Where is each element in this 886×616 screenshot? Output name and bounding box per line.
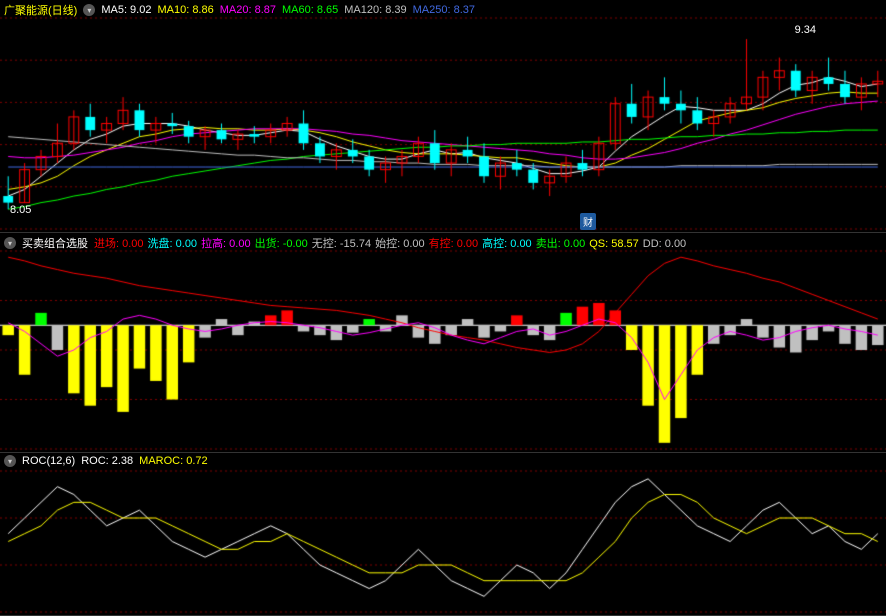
collapse-icon[interactable]: ▾ <box>83 4 95 16</box>
mid-indicator-panel[interactable]: ▾ 买卖组合选股 进场: 0.00 洗盘: 0.00拉高: 0.00 出货: -0.… <box>0 233 886 453</box>
indicator-label: DD: 0.00 <box>643 238 686 250</box>
ma-label: MA5: 9.02 <box>101 4 151 16</box>
ma-label: MA60: 8.65 <box>282 4 338 16</box>
ma-labels-container: MA5: 9.02 MA10: 8.86 MA20: 8.87 MA60: 8.65 M… <box>101 4 481 16</box>
indicator-label: 进场: 0.00 <box>94 238 144 250</box>
main-panel-header: 广聚能源(日线) ▾ MA5: 9.02 MA10: 8.86 MA20: 8.87… <box>0 0 485 20</box>
ma-label: MA20: 8.87 <box>220 4 276 16</box>
mid-title: 买卖组合选股 <box>22 235 88 251</box>
indicator-label: 高控: 0.00 <box>482 238 532 250</box>
ma-label: MA250: 8.37 <box>413 4 475 16</box>
indicator-label: 始控: 0.00 <box>375 238 425 250</box>
roc-chart-canvas <box>0 453 886 616</box>
roc-panel[interactable]: ▾ ROC(12,6) ROC: 2.38 MAROC: 0.72 <box>0 453 886 616</box>
high-price-label: 9.34 <box>795 24 816 36</box>
info-badge[interactable]: 财 <box>580 213 596 230</box>
candlestick-canvas <box>0 0 886 233</box>
indicator-label: 洗盘: 0.00 <box>148 238 198 250</box>
indicator-label: MAROC: 0.72 <box>139 455 207 467</box>
roc-panel-header: ▾ ROC(12,6) ROC: 2.38 MAROC: 0.72 <box>0 453 218 469</box>
collapse-icon[interactable]: ▾ <box>4 237 16 249</box>
collapse-icon[interactable]: ▾ <box>4 455 16 467</box>
indicator-label: ROC: 2.38 <box>81 455 133 467</box>
indicator-label: 卖出: 0.00 <box>536 238 586 250</box>
roc-indicators-container: ROC: 2.38 MAROC: 0.72 <box>81 455 213 467</box>
mid-chart-canvas <box>0 233 886 453</box>
indicator-label: 无控: -15.74 <box>312 238 371 250</box>
roc-title: ROC(12,6) <box>22 455 75 467</box>
indicator-label: QS: 58.57 <box>589 238 639 250</box>
ma-label: MA120: 8.39 <box>344 4 406 16</box>
mid-indicators-container: 进场: 0.00 洗盘: 0.00拉高: 0.00 出货: -0.00 无控: -15… <box>94 235 690 251</box>
low-price-label: 8.05 <box>10 204 31 216</box>
indicator-label: 有控: 0.00 <box>429 238 479 250</box>
ma-label: MA10: 8.86 <box>157 4 213 16</box>
indicator-label: 拉高: 0.00 <box>201 238 251 250</box>
stock-title: 广聚能源(日线) <box>4 2 77 18</box>
indicator-label: 出货: -0.00 <box>255 238 308 250</box>
main-chart-panel[interactable]: 广聚能源(日线) ▾ MA5: 9.02 MA10: 8.86 MA20: 8.87… <box>0 0 886 233</box>
mid-panel-header: ▾ 买卖组合选股 进场: 0.00 洗盘: 0.00拉高: 0.00 出货: -0.… <box>0 233 694 253</box>
